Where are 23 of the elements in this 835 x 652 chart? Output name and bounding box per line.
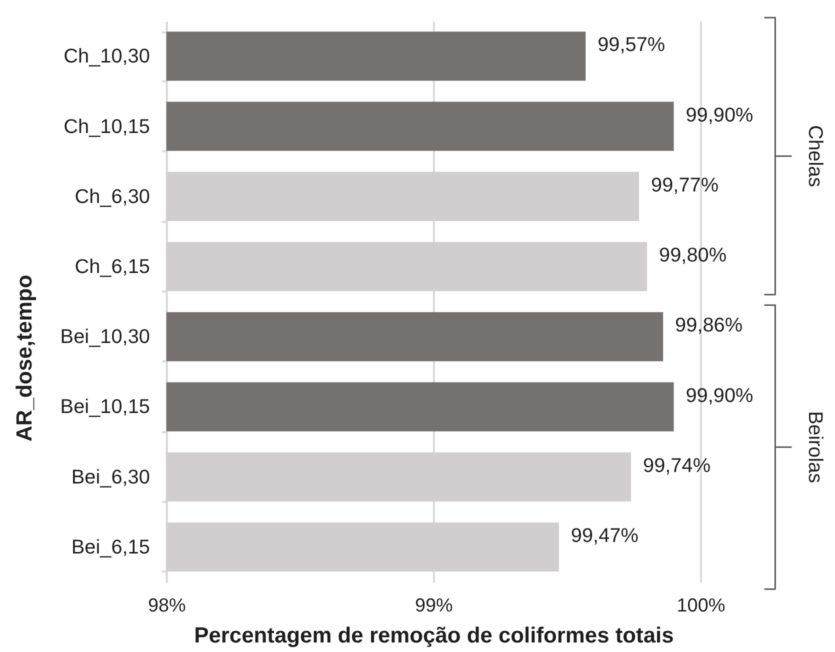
text: Chelas — [804, 125, 826, 188]
data-label: 99,86% — [675, 314, 743, 337]
y-tick-label: Bei_6,30 — [71, 466, 150, 488]
data-label: 99,57% — [598, 34, 666, 56]
y-tick-label: Bei_10,15 — [60, 396, 150, 418]
text: Beirolas — [804, 411, 826, 484]
y-axis-title: AR_dose,tempo — [11, 274, 36, 442]
y-tick-label: Ch_10,15 — [64, 116, 150, 138]
data-label: 99,47% — [570, 525, 638, 548]
y-tick-label: Ch_6,15 — [74, 256, 150, 278]
data-label: 99,90% — [686, 384, 754, 407]
data-label: 99,80% — [659, 244, 727, 267]
data-label: 99,74% — [643, 454, 711, 477]
x-tick-label: 99% — [415, 595, 454, 616]
x-axis-title: Percentagem de remoção de coliformes totais — [194, 622, 674, 648]
x-tick-label: 98% — [148, 595, 186, 616]
y-tick-label: Bei_6,15 — [71, 536, 150, 558]
y-tick-label: Ch_10,30 — [64, 46, 150, 68]
x-tick-label: 100% — [676, 595, 726, 616]
data-label: 99,90% — [686, 104, 754, 126]
y-tick-label: Ch_6,30 — [74, 186, 150, 208]
data-label: 99,77% — [651, 174, 719, 196]
y-tick-label: Bei_10,30 — [60, 326, 150, 348]
